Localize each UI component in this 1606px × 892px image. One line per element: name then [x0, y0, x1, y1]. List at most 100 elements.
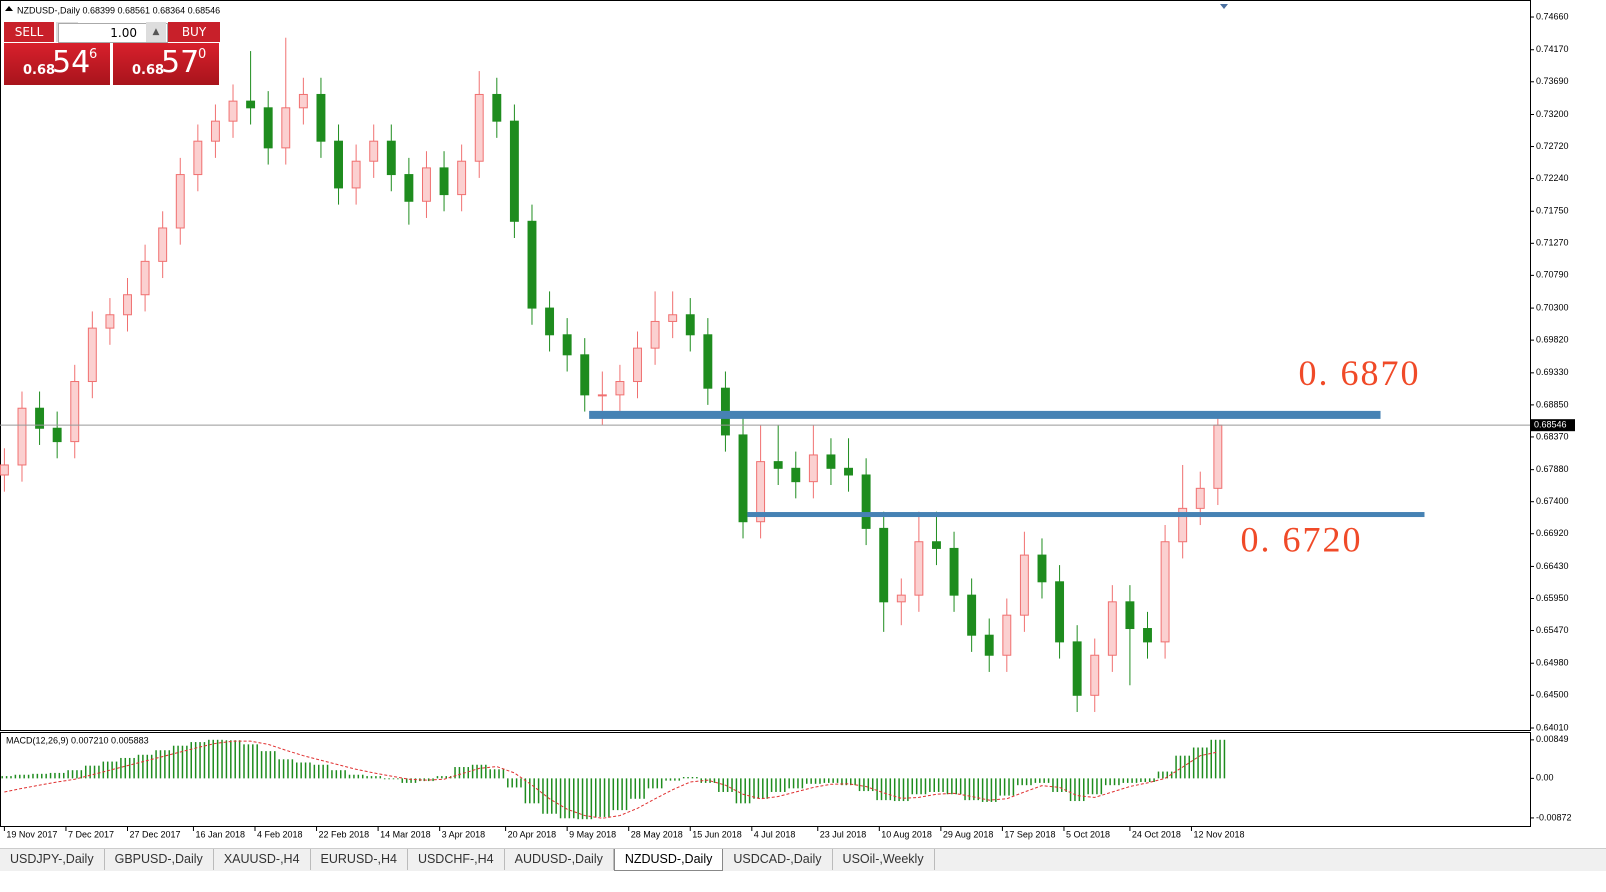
candle-body — [914, 541, 924, 596]
buy-price[interactable]: 0.68 57 0 — [113, 43, 219, 85]
collapse-icon[interactable] — [5, 6, 13, 11]
candle-body — [422, 167, 431, 202]
main-frame — [0, 0, 1531, 731]
x-tick-label: 17 Sep 2018 — [1004, 829, 1055, 839]
candle-body — [35, 407, 45, 429]
buy-button[interactable]: BUY — [168, 22, 220, 42]
macd-signal — [4, 740, 1218, 819]
candle-body — [1055, 581, 1065, 643]
candle-body — [1143, 628, 1152, 643]
candle-body — [808, 454, 818, 483]
x-tick-label: 14 Mar 2018 — [380, 829, 431, 839]
buy-price-main: 57 — [161, 45, 200, 80]
candle-body — [509, 120, 519, 222]
y-tick-label: 0.64500 — [1536, 690, 1569, 700]
y-tick-label: 0.64980 — [1536, 658, 1569, 668]
sell-price[interactable]: 0.68 54 6 — [4, 43, 110, 85]
y-tick-label: 0.69820 — [1536, 335, 1569, 345]
candle-body — [1037, 554, 1047, 583]
y-tick-label: 0.67400 — [1536, 496, 1569, 506]
y-tick-label: 0.68850 — [1536, 399, 1569, 409]
x-tick-label: 12 Nov 2018 — [1193, 829, 1244, 839]
x-tick-label: 29 Aug 2018 — [943, 829, 994, 839]
candle-body — [879, 527, 889, 603]
chart-tab[interactable]: USDJPY-,Daily — [0, 849, 105, 870]
candle-body — [668, 314, 678, 322]
y-tick-label: 0.64010 — [1536, 722, 1569, 732]
candle-body — [210, 120, 220, 142]
candle-body — [949, 547, 959, 596]
chart: NZDUSD-,Daily 0.68399 0.68561 0.68364 0.… — [0, 0, 1575, 839]
y-tick-label: 0.74660 — [1536, 11, 1569, 21]
y-tick-label: 0.71750 — [1536, 206, 1569, 216]
macd-y-tick-label: 0.00 — [1536, 773, 1554, 783]
x-tick-label: 15 Jun 2018 — [692, 829, 742, 839]
chart-tab[interactable]: NZDUSD-,Daily — [613, 849, 724, 871]
x-tick-label: 23 Jul 2018 — [820, 829, 867, 839]
chart-tab[interactable]: EURUSD-,H4 — [311, 849, 408, 870]
chart-tab[interactable]: XAUUSD-,H4 — [214, 849, 311, 870]
last-price-box — [1531, 419, 1575, 432]
chart-tab[interactable]: USDCAD-,Daily — [723, 849, 833, 870]
x-tick-label: 3 Apr 2018 — [442, 829, 486, 839]
candle-body — [0, 464, 9, 476]
level-line — [589, 410, 1381, 419]
candle-body — [17, 407, 27, 466]
y-tick-label: 0.73690 — [1536, 76, 1569, 86]
chart-tab[interactable]: USOil-,Weekly — [833, 849, 935, 870]
candle-body — [984, 634, 994, 656]
y-tick-label: 0.65470 — [1536, 625, 1569, 635]
sell-price-main: 54 — [52, 45, 91, 80]
macd-frame — [0, 732, 1531, 827]
candle-body — [474, 93, 484, 162]
last-price-label: 0.68546 — [1534, 420, 1567, 430]
x-tick-label: 22 Feb 2018 — [319, 829, 370, 839]
candle-body — [1019, 554, 1029, 616]
candle-body — [334, 140, 343, 189]
candle-body — [597, 394, 607, 397]
candle-body — [756, 461, 766, 523]
candle-body — [316, 93, 326, 142]
x-tick-label: 19 Nov 2017 — [6, 829, 57, 839]
lot-value: 1.00 — [110, 26, 137, 40]
candle-body — [650, 320, 660, 349]
candle-body — [580, 354, 590, 396]
candle-body — [404, 174, 414, 202]
chart-tab[interactable]: AUDUSD-,Daily — [505, 849, 614, 870]
y-tick-label: 0.66920 — [1536, 528, 1569, 538]
candle-body — [773, 461, 783, 469]
lot-input[interactable]: 1.00 — [58, 23, 168, 43]
candle-body — [386, 140, 396, 176]
candle-body — [967, 594, 977, 636]
candle-body — [140, 260, 150, 296]
sell-price-prefix: 0.68 — [23, 63, 56, 78]
level-label: 0. 6870 — [1299, 353, 1421, 393]
y-tick-label: 0.72240 — [1536, 173, 1569, 183]
y-tick-label: 0.66430 — [1536, 561, 1569, 571]
candle-body — [492, 93, 502, 122]
candle-body — [263, 107, 273, 149]
lot-up[interactable]: ▲ — [146, 22, 166, 42]
candle-body — [826, 454, 836, 469]
candle-body — [1090, 654, 1100, 696]
sell-button[interactable]: SELL — [4, 22, 54, 42]
candle-body — [123, 294, 132, 316]
candle-body — [87, 327, 97, 383]
x-tick-label: 16 Jan 2018 — [195, 829, 245, 839]
chart-title: NZDUSD-,Daily 0.68399 0.68561 0.68364 0.… — [17, 5, 220, 15]
macd-title: MACD(12,26,9) 0.007210 0.005883 — [6, 735, 149, 745]
buy-price-small: 0 — [198, 47, 207, 62]
trade-panel: SELL ▼ 1.00 ▲ BUY 0.68 54 6 0.68 57 0 — [4, 22, 220, 85]
x-tick-label: 10 Aug 2018 — [881, 829, 932, 839]
x-tick-label: 28 May 2018 — [631, 829, 683, 839]
chart-tab[interactable]: GBPUSD-,Daily — [105, 849, 214, 870]
candle-body — [105, 314, 115, 329]
y-tick-label: 0.70790 — [1536, 270, 1569, 280]
candle-body — [703, 334, 713, 389]
candle-body — [562, 334, 572, 356]
candle-body — [246, 100, 256, 109]
chart-tab[interactable]: USDCHF-,H4 — [408, 849, 505, 870]
candle-body — [351, 160, 361, 189]
level-label: 0. 6720 — [1240, 519, 1362, 559]
y-tick-label: 0.67880 — [1536, 464, 1569, 474]
